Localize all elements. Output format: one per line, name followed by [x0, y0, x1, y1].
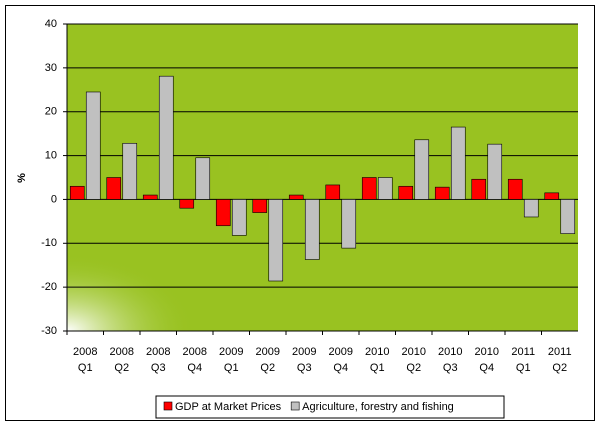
bar [69, 185, 85, 200]
x-tick-label: Q2 [406, 362, 421, 374]
bar [544, 192, 560, 200]
x-tick-label: 2011 [511, 346, 535, 358]
bar [361, 177, 377, 200]
x-tick-label: 2010 [365, 346, 389, 358]
bar [341, 199, 357, 249]
bar [231, 199, 247, 236]
bar [560, 199, 576, 234]
x-tick-label: Q3 [151, 362, 166, 374]
x-tick-label: 2010 [475, 346, 499, 358]
bar [507, 178, 523, 200]
x-tick-label: 2009 [292, 346, 316, 358]
bar [268, 199, 284, 282]
x-tick-label: Q4 [187, 362, 202, 374]
bar [377, 177, 393, 200]
bar [487, 143, 503, 200]
x-tick-label: Q1 [516, 362, 531, 374]
bar [142, 194, 158, 200]
bar [325, 184, 341, 200]
x-tick-label: Q2 [552, 362, 567, 374]
x-tick-label: 2009 [219, 346, 243, 358]
y-tick-label: 40 [45, 18, 57, 30]
bar [195, 157, 211, 200]
x-tick-label: Q4 [333, 362, 348, 374]
legend-swatch [163, 401, 173, 411]
bar [252, 199, 268, 213]
bar [215, 199, 231, 227]
x-tick-label: 2008 [73, 346, 97, 358]
x-tick-label: 2008 [110, 346, 134, 358]
x-tick-label: Q2 [114, 362, 129, 374]
legend-swatch [290, 401, 300, 411]
x-tick-label: Q1 [224, 362, 239, 374]
bar [158, 75, 174, 200]
y-tick-label: -10 [41, 237, 57, 249]
x-tick-label: 2009 [329, 346, 353, 358]
y-tick-label: 30 [45, 62, 57, 74]
bar [288, 194, 304, 200]
x-tick-label: 2008 [146, 346, 170, 358]
legend-box [155, 395, 505, 419]
x-tick-label: Q3 [443, 362, 458, 374]
bar [304, 199, 320, 260]
y-tick-label: 20 [45, 106, 57, 118]
bar [523, 199, 539, 218]
x-tick-label: 2011 [548, 346, 572, 358]
bar [398, 185, 414, 200]
y-tick-label: 10 [45, 149, 57, 161]
x-tick-label: Q3 [297, 362, 312, 374]
bar [122, 142, 138, 200]
y-tick-label: 0 [51, 193, 57, 205]
bar [450, 126, 466, 200]
x-tick-label: 2010 [402, 346, 426, 358]
x-tick-label: 2009 [256, 346, 280, 358]
x-tick-label: Q1 [78, 362, 93, 374]
x-tick-label: Q4 [479, 362, 494, 374]
bar [434, 186, 450, 200]
bar [106, 177, 122, 200]
x-tick-label: 2010 [438, 346, 462, 358]
y-tick-label: -20 [41, 281, 57, 293]
x-tick-label: Q1 [370, 362, 385, 374]
x-tick-label: 2008 [183, 346, 207, 358]
bar [85, 91, 101, 200]
y-axis-label: % [16, 173, 28, 183]
legend-label: GDP at Market Prices [175, 401, 282, 413]
bar [471, 178, 487, 200]
bar [414, 139, 430, 200]
legend-label: Agriculture, forestry and fishing [302, 401, 454, 413]
bar [179, 199, 195, 209]
x-tick-label: Q2 [260, 362, 275, 374]
y-tick-label: -30 [41, 325, 57, 337]
